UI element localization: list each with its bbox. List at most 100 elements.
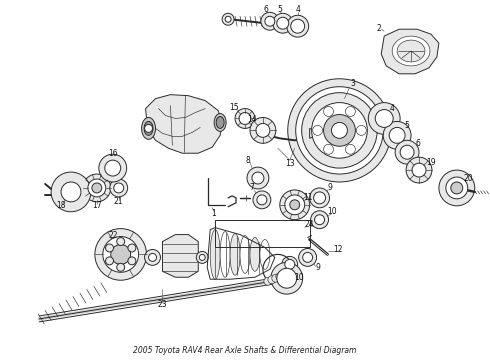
Circle shape bbox=[88, 179, 106, 197]
Text: 15: 15 bbox=[229, 103, 239, 112]
Ellipse shape bbox=[397, 40, 425, 62]
Circle shape bbox=[95, 229, 147, 280]
Circle shape bbox=[99, 154, 127, 182]
Ellipse shape bbox=[240, 235, 250, 273]
Circle shape bbox=[313, 125, 322, 135]
Circle shape bbox=[280, 190, 310, 220]
Text: 6: 6 bbox=[264, 5, 269, 14]
Circle shape bbox=[356, 125, 367, 135]
Circle shape bbox=[257, 195, 267, 205]
Circle shape bbox=[299, 248, 317, 266]
Circle shape bbox=[264, 277, 272, 285]
Circle shape bbox=[110, 179, 128, 197]
Circle shape bbox=[284, 270, 292, 278]
Circle shape bbox=[446, 177, 468, 199]
Circle shape bbox=[235, 109, 255, 129]
Circle shape bbox=[105, 160, 121, 176]
Circle shape bbox=[323, 114, 355, 146]
Circle shape bbox=[303, 252, 313, 262]
Circle shape bbox=[199, 255, 205, 260]
Text: 23: 23 bbox=[158, 300, 167, 309]
Circle shape bbox=[105, 244, 114, 252]
Text: 14: 14 bbox=[247, 115, 257, 124]
Text: 24: 24 bbox=[305, 220, 315, 229]
Circle shape bbox=[145, 249, 161, 265]
Circle shape bbox=[276, 273, 284, 281]
Circle shape bbox=[314, 192, 325, 204]
Text: 10: 10 bbox=[294, 273, 303, 282]
Circle shape bbox=[145, 125, 152, 132]
Circle shape bbox=[271, 262, 303, 294]
Circle shape bbox=[277, 268, 297, 288]
Circle shape bbox=[277, 17, 289, 29]
Circle shape bbox=[111, 244, 131, 264]
Circle shape bbox=[92, 183, 102, 193]
Circle shape bbox=[128, 257, 136, 265]
Ellipse shape bbox=[250, 238, 260, 271]
Circle shape bbox=[222, 13, 234, 25]
Circle shape bbox=[288, 79, 391, 182]
Circle shape bbox=[261, 12, 279, 30]
Circle shape bbox=[285, 195, 305, 215]
Text: 20: 20 bbox=[464, 174, 473, 183]
Circle shape bbox=[332, 122, 347, 138]
Text: 17: 17 bbox=[92, 201, 101, 210]
Circle shape bbox=[323, 107, 334, 116]
Circle shape bbox=[265, 16, 275, 26]
Circle shape bbox=[105, 257, 114, 265]
Circle shape bbox=[291, 19, 305, 33]
Ellipse shape bbox=[230, 234, 240, 275]
Circle shape bbox=[439, 170, 475, 206]
Circle shape bbox=[272, 274, 280, 282]
Circle shape bbox=[250, 117, 276, 143]
Text: 19: 19 bbox=[426, 158, 436, 167]
Polygon shape bbox=[381, 29, 439, 74]
Circle shape bbox=[312, 103, 368, 158]
Ellipse shape bbox=[214, 113, 226, 131]
Circle shape bbox=[256, 123, 270, 137]
Text: 9: 9 bbox=[327, 184, 332, 193]
Circle shape bbox=[114, 183, 123, 193]
Text: 11: 11 bbox=[303, 193, 313, 202]
Circle shape bbox=[451, 182, 463, 194]
Circle shape bbox=[117, 264, 124, 271]
Circle shape bbox=[345, 144, 355, 154]
Circle shape bbox=[253, 191, 271, 209]
Circle shape bbox=[406, 157, 432, 183]
Ellipse shape bbox=[220, 231, 230, 277]
Circle shape bbox=[412, 163, 426, 177]
Circle shape bbox=[196, 251, 208, 264]
Text: 10: 10 bbox=[328, 207, 337, 216]
Circle shape bbox=[400, 145, 414, 159]
Circle shape bbox=[302, 93, 377, 168]
Text: 6: 6 bbox=[416, 139, 420, 148]
Ellipse shape bbox=[260, 239, 270, 269]
Text: 4: 4 bbox=[295, 5, 300, 14]
Circle shape bbox=[389, 127, 405, 143]
Text: 9: 9 bbox=[315, 263, 320, 272]
Text: 1: 1 bbox=[211, 209, 216, 218]
Ellipse shape bbox=[392, 36, 430, 66]
Circle shape bbox=[290, 200, 300, 210]
Ellipse shape bbox=[216, 117, 224, 129]
Text: 7: 7 bbox=[249, 184, 254, 193]
Circle shape bbox=[287, 15, 309, 37]
Circle shape bbox=[345, 107, 355, 116]
Text: 2005 Toyota RAV4 Rear Axle Shafts & Differential Diagram: 2005 Toyota RAV4 Rear Axle Shafts & Diff… bbox=[133, 346, 357, 355]
Circle shape bbox=[128, 244, 136, 252]
Circle shape bbox=[310, 188, 329, 208]
Text: 4: 4 bbox=[390, 104, 394, 113]
Polygon shape bbox=[146, 95, 222, 153]
Text: 5: 5 bbox=[405, 121, 410, 130]
Text: 13: 13 bbox=[285, 159, 294, 168]
Circle shape bbox=[103, 237, 139, 272]
Text: 5: 5 bbox=[277, 5, 282, 14]
Circle shape bbox=[311, 211, 328, 229]
Circle shape bbox=[368, 103, 400, 134]
Circle shape bbox=[61, 182, 81, 202]
Polygon shape bbox=[163, 235, 198, 277]
Circle shape bbox=[239, 113, 251, 125]
Circle shape bbox=[273, 13, 293, 33]
Text: 2: 2 bbox=[377, 24, 382, 33]
Circle shape bbox=[395, 140, 419, 164]
